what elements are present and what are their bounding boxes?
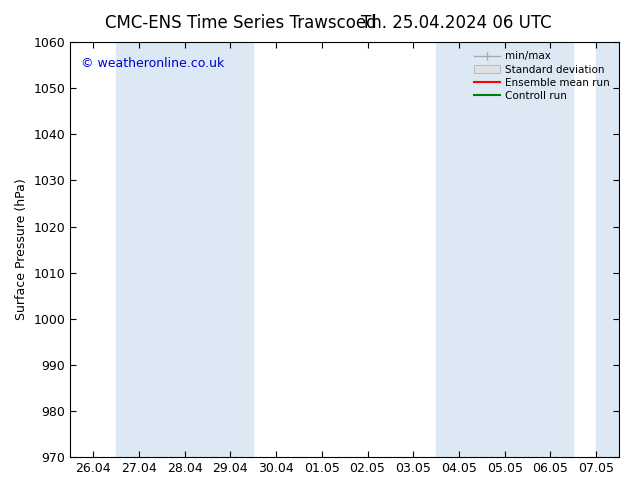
Bar [116, 42, 253, 457]
Bar [436, 42, 573, 457]
Legend: min/max, Standard deviation, Ensemble mean run, Controll run: min/max, Standard deviation, Ensemble me… [469, 47, 614, 105]
Text: Th. 25.04.2024 06 UTC: Th. 25.04.2024 06 UTC [361, 14, 552, 32]
Y-axis label: Surface Pressure (hPa): Surface Pressure (hPa) [15, 179, 28, 320]
Text: CMC-ENS Time Series Trawscoed: CMC-ENS Time Series Trawscoed [105, 14, 377, 32]
Bar [596, 42, 634, 457]
Text: © weatheronline.co.uk: © weatheronline.co.uk [81, 56, 224, 70]
